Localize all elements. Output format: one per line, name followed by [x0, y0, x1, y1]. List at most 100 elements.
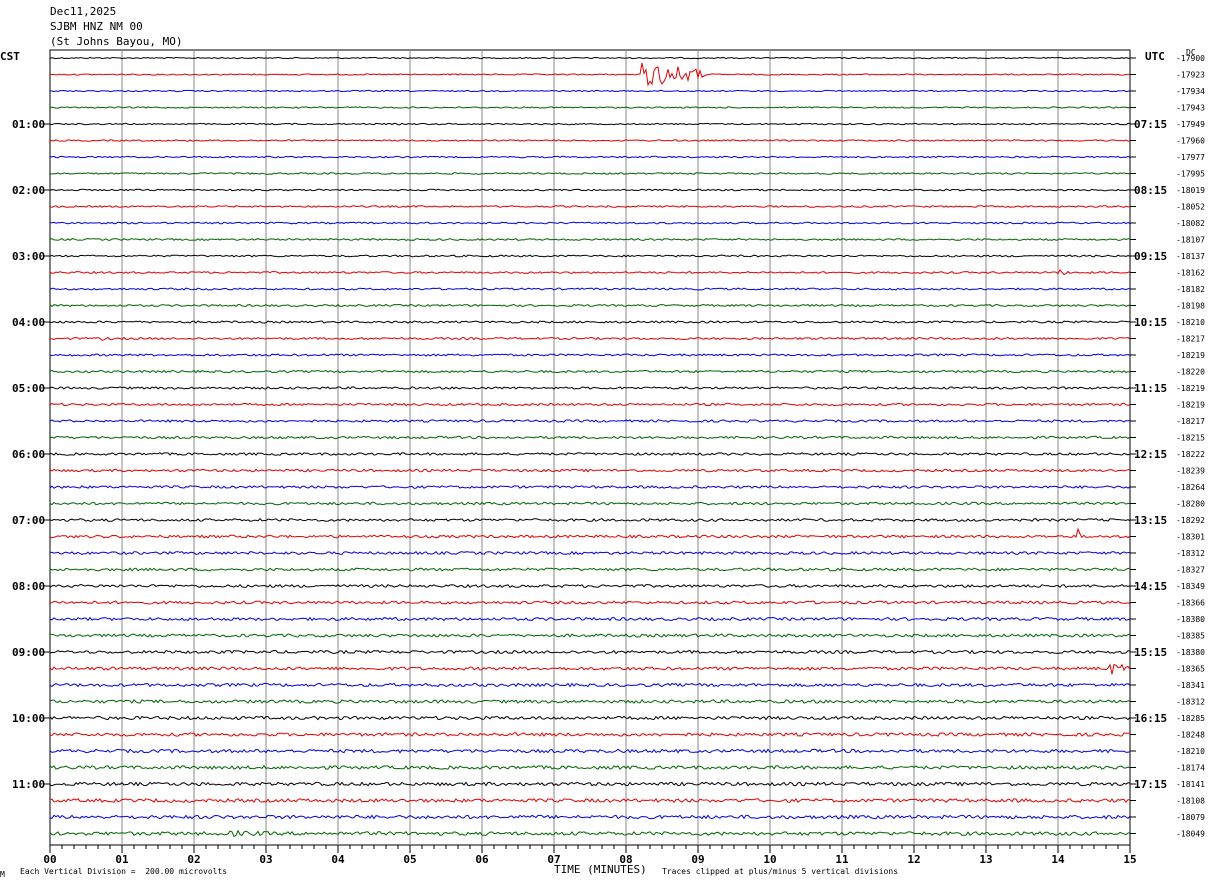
trace-line	[49, 62, 1131, 87]
vertical-division-note: Each Vertical Division = 200.00 microvol…	[20, 867, 228, 876]
right-hour-label: 16:15	[1134, 712, 1167, 725]
right-hour-label: 13:15	[1134, 514, 1167, 527]
trace-line	[49, 748, 1131, 754]
right-hour-label: 15:15	[1134, 646, 1167, 659]
dc-value-label: -17995	[1176, 170, 1205, 179]
left-hour-label: 09:00	[12, 646, 45, 659]
trace-line	[49, 550, 1131, 556]
dc-value-label: -18217	[1176, 335, 1205, 344]
trace-line	[49, 369, 1131, 374]
right-hour-label: 07:15	[1134, 118, 1167, 131]
x-tick-label: 01	[115, 853, 129, 866]
trace-line	[49, 583, 1131, 589]
right-hour-label: 12:15	[1134, 448, 1167, 461]
left-hour-label: 10:00	[12, 712, 45, 725]
trace-line	[49, 287, 1130, 291]
dc-value-label: -18107	[1176, 236, 1205, 245]
x-tick-label: 02	[187, 853, 200, 866]
dc-value-label: -18215	[1176, 434, 1205, 443]
dc-value-label: -18365	[1176, 665, 1205, 674]
dc-value-label: -18079	[1176, 813, 1205, 822]
dc-value-label: -18312	[1176, 698, 1205, 707]
left-hour-label: 03:00	[12, 250, 45, 263]
trace-line	[49, 353, 1131, 357]
dc-value-label: -18162	[1176, 269, 1205, 278]
trace-line	[49, 122, 1131, 126]
dc-value-label: -18285	[1176, 714, 1205, 723]
trace-line	[49, 320, 1131, 324]
dc-value-label: -18219	[1176, 351, 1205, 360]
trace-line	[49, 468, 1131, 473]
trace-line	[49, 781, 1131, 787]
x-tick-label: 06	[475, 853, 489, 866]
trace-line	[49, 238, 1131, 241]
x-tick-label: 10	[763, 853, 776, 866]
x-tick-label: 03	[259, 853, 272, 866]
trace-line	[49, 172, 1131, 175]
x-tick-label: 11	[835, 853, 849, 866]
dc-value-label: -18219	[1176, 384, 1205, 393]
footer-marker: M	[0, 870, 5, 879]
dc-value-label: -18380	[1176, 615, 1205, 624]
header-station: SJBM HNZ NM 00	[50, 20, 143, 33]
dc-value-label: -18280	[1176, 500, 1205, 509]
trace-line	[49, 485, 1131, 489]
right-timezone-label: UTC	[1145, 50, 1165, 63]
trace-line	[49, 764, 1131, 770]
dc-value-label: -18198	[1176, 302, 1205, 311]
header-date: Dec11,2025	[50, 5, 117, 18]
trace-line	[49, 269, 1131, 276]
left-hour-label: 02:00	[12, 184, 45, 197]
right-hour-label: 17:15	[1134, 778, 1167, 791]
dc-value-label: -18174	[1176, 764, 1205, 773]
trace-line	[49, 419, 1131, 423]
header-location: (St Johns Bayou, MO)	[50, 35, 183, 48]
dc-value-label: -18082	[1176, 219, 1205, 228]
x-tick-label: 14	[1051, 853, 1065, 866]
trace-line	[49, 386, 1131, 390]
plot-frame	[49, 49, 1131, 846]
trace-line	[49, 303, 1131, 308]
trace-line	[49, 663, 1131, 675]
trace-line	[49, 517, 1131, 522]
dc-value-label: -18385	[1176, 632, 1205, 641]
x-tick-label: 15	[1123, 853, 1136, 866]
x-tick-label: 13	[979, 853, 992, 866]
dc-value-label: -18141	[1176, 780, 1205, 789]
dc-value-label: -18327	[1176, 566, 1205, 575]
dc-value-label: -18312	[1176, 549, 1205, 558]
left-hour-label: 11:00	[12, 778, 45, 791]
x-tick-label: 09	[691, 853, 704, 866]
dc-value-label: -18239	[1176, 467, 1205, 476]
trace-line	[49, 336, 1131, 341]
dc-value-label: -17923	[1176, 71, 1205, 80]
trace-line	[49, 452, 1131, 456]
trace-line	[49, 814, 1131, 820]
dc-label: DC	[1186, 48, 1196, 57]
dc-value-label: -18264	[1176, 483, 1205, 492]
trace-line	[49, 715, 1131, 721]
dc-value-label: -18210	[1176, 318, 1205, 327]
trace-line	[49, 633, 1131, 638]
trace-line	[49, 699, 1130, 704]
dc-value-label: -18019	[1176, 186, 1205, 195]
left-hour-label: 07:00	[12, 514, 45, 527]
right-hour-label: 10:15	[1134, 316, 1167, 329]
dc-value-label: -18049	[1176, 830, 1205, 839]
trace-line	[49, 732, 1130, 738]
dc-value-label: -18220	[1176, 368, 1205, 377]
trace-line	[49, 600, 1131, 605]
dc-value-label: -18301	[1176, 533, 1205, 542]
dc-value-label: -17977	[1176, 153, 1205, 162]
trace-line	[49, 402, 1131, 407]
dc-value-label: -18108	[1176, 797, 1205, 806]
right-hour-label: 08:15	[1134, 184, 1167, 197]
dc-value-label: -18380	[1176, 648, 1205, 657]
trace-line	[49, 188, 1131, 192]
trace-line	[49, 139, 1130, 142]
left-timezone-label: CST	[0, 50, 20, 63]
left-hour-label: 01:00	[12, 118, 45, 131]
x-tick-label: 00	[43, 853, 56, 866]
right-hour-label: 11:15	[1134, 382, 1167, 395]
